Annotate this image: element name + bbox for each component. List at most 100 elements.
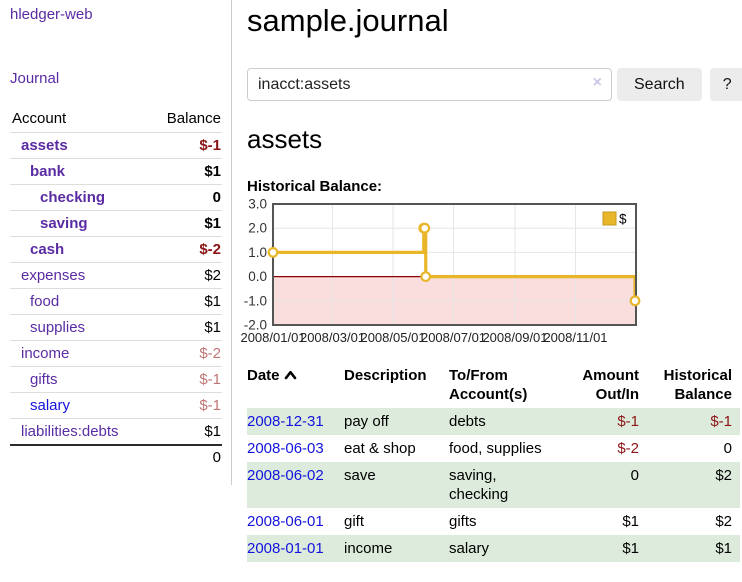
col-accounts: To/From Account(s) xyxy=(449,367,528,403)
chart-marker[interactable] xyxy=(267,247,279,258)
sidebar-item-journal[interactable]: Journal xyxy=(10,70,60,87)
account-link[interactable]: expenses xyxy=(21,267,86,284)
account-row: saving $1 xyxy=(10,210,222,237)
cell-amount: $1 xyxy=(622,513,639,530)
cell-accounts: salary xyxy=(449,540,490,557)
account-balance: $-1 xyxy=(148,392,222,419)
account-row: food $1 xyxy=(10,288,222,315)
account-balance: $2 xyxy=(148,262,222,289)
account-link[interactable]: checking xyxy=(40,189,106,206)
cell-amount: 0 xyxy=(630,467,639,484)
main-content: sample.journal × Search ? assets Histori… xyxy=(232,0,742,562)
cell-accounts: gifts xyxy=(449,513,477,530)
table-row: 2008-06-02 save saving, checking 0 $2 xyxy=(247,462,740,508)
y-axis-tick: 1.0 xyxy=(248,245,267,260)
cell-balance: $2 xyxy=(715,513,732,530)
sort-ascending-icon xyxy=(284,366,297,385)
app-title-link[interactable]: hledger-web xyxy=(10,6,93,23)
cell-accounts: food, supplies xyxy=(449,440,542,457)
accounts-col-balance: Balance xyxy=(148,107,222,133)
help-button[interactable]: ? xyxy=(709,68,742,101)
account-link[interactable]: cash xyxy=(30,241,65,258)
account-row: assets $-1 xyxy=(10,132,222,159)
x-axis-tick: 2008/01/01 xyxy=(240,330,305,345)
page-title: sample.journal xyxy=(247,3,449,38)
search-button[interactable]: Search xyxy=(617,68,702,101)
account-balance: $-2 xyxy=(148,340,222,367)
register-header-row: Date Description To/From Account(s) Amou… xyxy=(247,366,740,408)
cell-accounts: debts xyxy=(449,413,486,430)
account-link[interactable]: bank xyxy=(30,163,66,180)
clear-search-icon[interactable]: × xyxy=(592,74,602,91)
accounts-total-spacer xyxy=(10,444,149,469)
x-axis-tick: 2008/11/01 xyxy=(543,330,607,345)
transaction-date-link[interactable]: 2008-12-31 xyxy=(247,413,324,430)
table-row: 2008-06-03 eat & shop food, supplies $-2 0 xyxy=(247,435,740,462)
account-link[interactable]: income xyxy=(21,345,70,362)
accounts-total-value: 0 xyxy=(148,444,222,469)
account-balance: $1 xyxy=(148,158,222,185)
account-balance: $-1 xyxy=(148,366,222,393)
account-link[interactable]: food xyxy=(30,293,60,310)
account-link[interactable]: gifts xyxy=(30,371,58,388)
col-description: Description xyxy=(344,367,427,384)
transaction-date-link[interactable]: 2008-06-02 xyxy=(247,467,324,484)
cell-balance: $-1 xyxy=(710,413,732,430)
table-row: 2008-06-01 gift gifts $1 $2 xyxy=(247,508,740,535)
cell-date: 2008-01-01 xyxy=(247,535,344,562)
page: hledger-web Journal Account Balance asse… xyxy=(0,0,742,562)
x-axis-tick: 2008/03/01 xyxy=(300,330,365,345)
chart-marker[interactable] xyxy=(419,222,431,234)
historical-balance-chart[interactable]: $3.0 2.0 1.0 0.0 -1.0 -2.0 2008/01/01 2008/03/0… xyxy=(240,197,742,347)
cell-accounts: saving, checking xyxy=(449,467,509,503)
account-link[interactable]: supplies xyxy=(30,319,86,336)
account-row: expenses $2 xyxy=(10,262,222,289)
account-row: bank $1 xyxy=(10,158,222,185)
accounts-header-row: Account Balance xyxy=(10,107,222,133)
cell-date: 2008-06-03 xyxy=(247,435,344,462)
x-axis-tick: 2008/09/01 xyxy=(482,330,547,345)
account-link[interactable]: assets xyxy=(21,137,68,154)
chart-border xyxy=(272,203,637,326)
account-title: assets xyxy=(247,124,323,154)
search-box: × xyxy=(247,68,612,101)
accounts-total-row: 0 xyxy=(10,444,222,469)
cell-description: save xyxy=(344,467,376,484)
cell-amount: $-1 xyxy=(617,413,639,430)
account-balance: $1 xyxy=(148,314,222,341)
col-amount: Amount Out/In xyxy=(582,367,639,403)
cell-description: pay off xyxy=(344,413,389,430)
chart-marker[interactable] xyxy=(420,271,432,282)
account-link[interactable]: salary xyxy=(30,397,71,414)
account-link[interactable]: liabilities:debts xyxy=(21,423,119,440)
search-input[interactable] xyxy=(247,68,612,101)
y-axis-tick: 0.0 xyxy=(248,269,267,284)
account-row: liabilities:debts $1 xyxy=(10,418,222,446)
y-axis-tick: -1.0 xyxy=(244,293,267,308)
transaction-date-link[interactable]: 2008-06-01 xyxy=(247,513,324,530)
account-row: income $-2 xyxy=(10,340,222,367)
register-table: Date Description To/From Account(s) Amou… xyxy=(247,366,740,562)
account-link[interactable]: saving xyxy=(40,215,88,232)
chart-marker[interactable] xyxy=(629,295,641,307)
transaction-date-link[interactable]: 2008-01-01 xyxy=(247,540,324,557)
cell-date: 2008-06-01 xyxy=(247,508,344,535)
cell-amount: $-2 xyxy=(617,440,639,457)
col-date[interactable]: Date xyxy=(247,366,344,408)
chart-title: Historical Balance: xyxy=(247,178,383,195)
account-row: supplies $1 xyxy=(10,314,222,341)
sidebar: hledger-web Journal Account Balance asse… xyxy=(0,0,232,485)
legend-swatch xyxy=(602,211,617,226)
transaction-date-link[interactable]: 2008-06-03 xyxy=(247,440,324,457)
cell-balance: $1 xyxy=(715,540,732,557)
account-balance: $1 xyxy=(148,418,222,446)
col-balance: Historical Balance xyxy=(663,367,732,403)
cell-date: 2008-12-31 xyxy=(247,408,344,435)
y-axis-tick: 2.0 xyxy=(248,221,267,236)
account-row: checking 0 xyxy=(10,184,222,211)
account-balance: 0 xyxy=(148,184,222,211)
account-balance: $1 xyxy=(148,288,222,315)
cell-description: gift xyxy=(344,513,365,530)
table-row: 2008-01-01 income salary $1 $1 xyxy=(247,535,740,562)
y-axis-tick: -2.0 xyxy=(244,318,267,333)
